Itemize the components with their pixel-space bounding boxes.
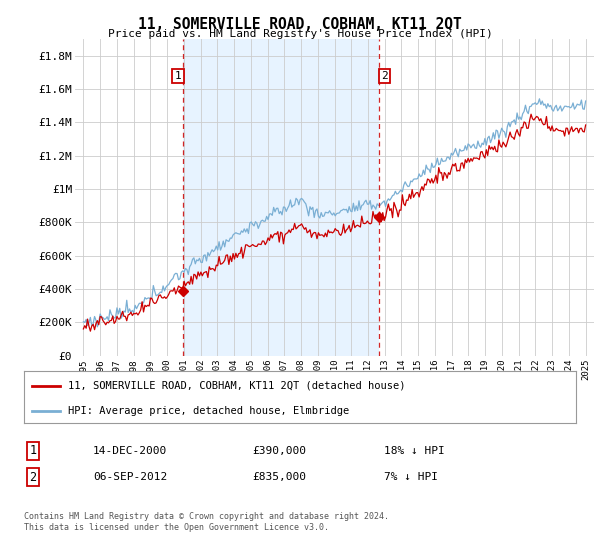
Text: HPI: Average price, detached house, Elmbridge: HPI: Average price, detached house, Elmb… xyxy=(68,407,349,417)
Text: £835,000: £835,000 xyxy=(252,472,306,482)
Text: 1: 1 xyxy=(29,444,37,458)
Text: 1: 1 xyxy=(175,71,181,81)
Text: 06-SEP-2012: 06-SEP-2012 xyxy=(93,472,167,482)
Bar xyxy=(183,39,379,356)
Text: 11, SOMERVILLE ROAD, COBHAM, KT11 2QT: 11, SOMERVILLE ROAD, COBHAM, KT11 2QT xyxy=(138,17,462,32)
Text: £390,000: £390,000 xyxy=(252,446,306,456)
Text: 11, SOMERVILLE ROAD, COBHAM, KT11 2QT (detached house): 11, SOMERVILLE ROAD, COBHAM, KT11 2QT (d… xyxy=(68,381,406,391)
Text: 2: 2 xyxy=(29,470,37,484)
Text: 18% ↓ HPI: 18% ↓ HPI xyxy=(384,446,445,456)
Text: Price paid vs. HM Land Registry's House Price Index (HPI): Price paid vs. HM Land Registry's House … xyxy=(107,29,493,39)
Text: 14-DEC-2000: 14-DEC-2000 xyxy=(93,446,167,456)
Text: Contains HM Land Registry data © Crown copyright and database right 2024.
This d: Contains HM Land Registry data © Crown c… xyxy=(24,512,389,532)
Text: 2: 2 xyxy=(381,71,388,81)
Text: 7% ↓ HPI: 7% ↓ HPI xyxy=(384,472,438,482)
